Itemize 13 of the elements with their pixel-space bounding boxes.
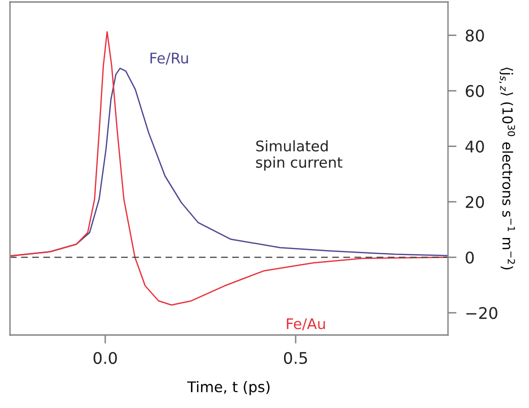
- y-tick-label: 20: [466, 196, 484, 208]
- series-label: Fe/Ru: [150, 52, 188, 65]
- y-tick-label: 80: [466, 30, 484, 42]
- annotation: Simulated spin current: [256, 140, 342, 171]
- text: ⟨j$_{s,z}$⟩ (10$^{30}$ electrons s$^{−1}$ m$^{−2}$): [499, 68, 516, 270]
- x-tick-label: 0.5: [284, 352, 307, 364]
- y-tick-label: 0: [466, 252, 474, 264]
- x-tick-label: 0.0: [94, 352, 117, 364]
- y-tick-label: −20: [466, 307, 498, 320]
- x-axis-title: Time, t (ps): [187, 381, 270, 396]
- y-tick-label: 40: [465, 140, 484, 153]
- y-tick-label: 60: [466, 85, 484, 98]
- text: Fe/Au: [286, 318, 325, 330]
